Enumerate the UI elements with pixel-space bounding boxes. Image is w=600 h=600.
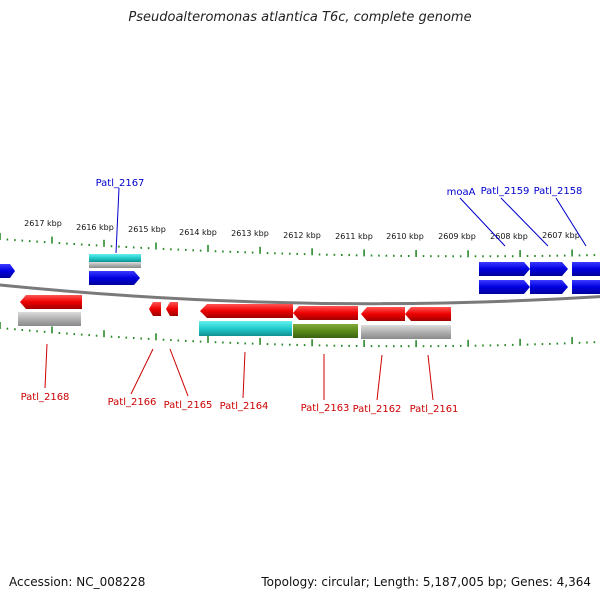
- cds-feature-cyan[interactable]: [199, 321, 292, 336]
- reverse-gene-arrow[interactable]: [20, 295, 82, 309]
- reverse-gene-arrow[interactable]: [293, 306, 358, 320]
- gene-label-patl-2159[interactable]: Patl_2159: [481, 186, 530, 197]
- scale-label: 2614 kbp: [179, 228, 217, 237]
- label-leader-line: [555, 197, 587, 247]
- genome-stats-text: Topology: circular; Length: 5,187,005 bp…: [261, 575, 591, 589]
- label-leader-line: [130, 348, 154, 395]
- gene-label-moaa[interactable]: moaA: [447, 187, 476, 198]
- scale-label: 2608 kbp: [490, 232, 528, 241]
- tick-row-lower: [0, 322, 596, 348]
- cds-feature-grey[interactable]: [18, 312, 81, 326]
- label-leader-line: [44, 343, 48, 389]
- forward-gene-arrow[interactable]: [89, 271, 140, 285]
- forward-gene-arrow[interactable]: [530, 262, 568, 276]
- cds-feature-grey[interactable]: [89, 262, 141, 268]
- gene-label-patl-2162[interactable]: Patl_2162: [353, 404, 402, 415]
- scale-label: 2611 kbp: [335, 232, 373, 241]
- scale-label: 2613 kbp: [231, 229, 269, 238]
- gene-label-patl-2163[interactable]: Patl_2163: [301, 403, 350, 414]
- forward-gene-arrow[interactable]: [479, 280, 530, 294]
- scale-label: 2609 kbp: [438, 232, 476, 241]
- forward-gene-arrow[interactable]: [0, 264, 15, 278]
- gene-label-patl-2164[interactable]: Patl_2164: [220, 401, 269, 412]
- scale-label: 2615 kbp: [128, 225, 166, 234]
- cds-feature-olive[interactable]: [293, 324, 358, 338]
- label-leader-line: [500, 197, 549, 247]
- label-leader-line: [376, 354, 383, 401]
- genome-backbone: [0, 283, 600, 306]
- cds-feature-grey[interactable]: [361, 325, 451, 339]
- gene-label-patl-2161[interactable]: Patl_2161: [410, 404, 459, 415]
- cds-feature-cyan[interactable]: [89, 254, 141, 262]
- forward-gene-arrow[interactable]: [479, 262, 530, 276]
- label-leader-line: [169, 348, 189, 397]
- forward-gene-arrow[interactable]: [530, 280, 568, 294]
- map-title: Pseudoalteromonas atlantica T6c, complet…: [128, 10, 472, 25]
- reverse-gene-arrow[interactable]: [361, 307, 405, 321]
- label-leader-line: [427, 354, 434, 401]
- scale-label: 2616 kbp: [76, 223, 114, 232]
- label-leader-line: [242, 351, 246, 399]
- gene-label-patl-2168[interactable]: Patl_2168: [21, 392, 70, 403]
- gene-label-patl-2166[interactable]: Patl_2166: [108, 397, 157, 408]
- tick-row-upper: [0, 233, 596, 258]
- scale-label: 2607 kbp: [542, 231, 580, 240]
- gene-label-patl-2165[interactable]: Patl_2165: [164, 400, 213, 411]
- accession-text: Accession: NC_008228: [9, 575, 146, 589]
- reverse-gene-arrow[interactable]: [200, 304, 293, 318]
- gene-label-patl-2158[interactable]: Patl_2158: [534, 186, 583, 197]
- scale-label: 2612 kbp: [283, 231, 321, 240]
- reverse-gene-arrow[interactable]: [149, 302, 161, 316]
- label-leader-line: [115, 187, 120, 254]
- scale-label: 2617 kbp: [24, 219, 62, 228]
- scale-label: 2610 kbp: [386, 232, 424, 241]
- gene-label-patl-2167[interactable]: Patl_2167: [96, 178, 145, 189]
- reverse-gene-arrow[interactable]: [166, 302, 178, 316]
- forward-gene-arrow[interactable]: [572, 262, 600, 276]
- forward-gene-arrow[interactable]: [572, 280, 600, 294]
- reverse-gene-arrow[interactable]: [405, 307, 451, 321]
- label-leader-line: [459, 197, 506, 247]
